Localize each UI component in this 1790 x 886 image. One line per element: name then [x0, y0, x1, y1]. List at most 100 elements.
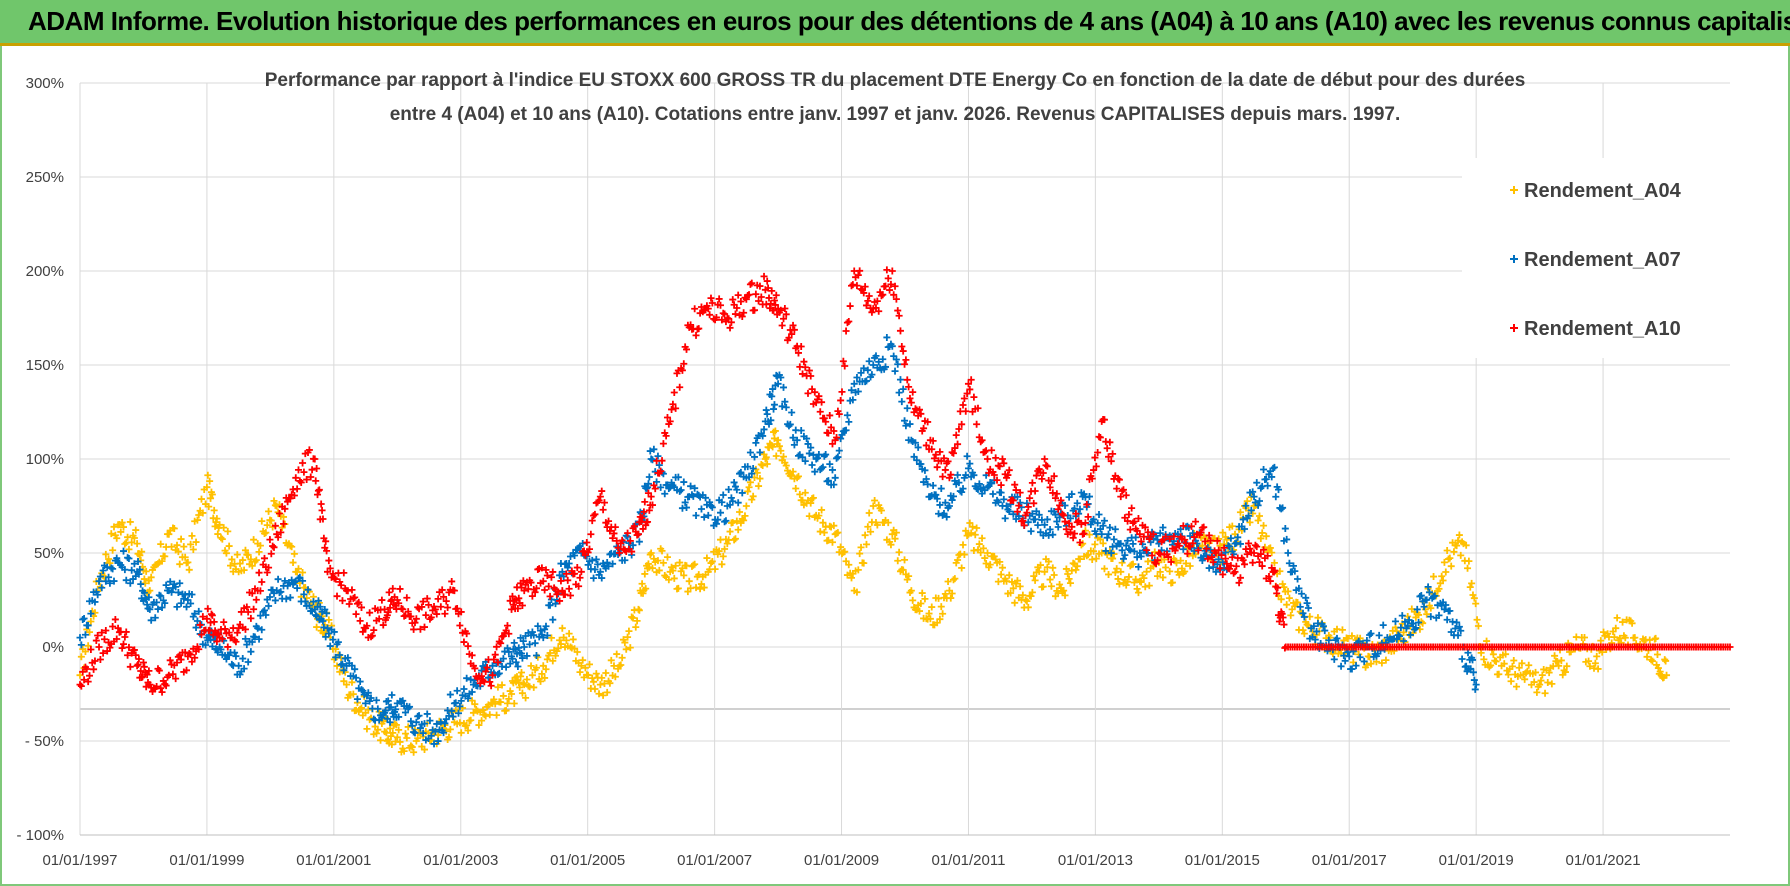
data-point	[708, 299, 716, 307]
data-point	[1068, 523, 1076, 531]
data-point	[837, 396, 845, 404]
data-point	[562, 570, 570, 578]
data-point	[457, 608, 465, 616]
data-point	[1179, 522, 1187, 530]
data-point	[721, 518, 729, 526]
data-point	[644, 518, 652, 526]
data-point	[1009, 510, 1017, 518]
data-point	[173, 659, 181, 667]
data-point	[680, 478, 688, 486]
data-point	[493, 660, 501, 668]
data-point	[1561, 668, 1569, 676]
data-point	[460, 685, 468, 693]
data-point	[456, 621, 464, 629]
data-point	[165, 671, 173, 679]
data-point	[393, 733, 401, 741]
data-point	[534, 622, 542, 630]
data-point	[782, 310, 790, 318]
data-point	[929, 482, 937, 490]
data-point	[109, 565, 117, 573]
data-point	[357, 686, 365, 694]
data-point	[1236, 574, 1244, 582]
data-point	[1043, 515, 1051, 523]
data-point	[920, 424, 928, 432]
data-point	[649, 501, 657, 509]
data-point	[815, 451, 823, 459]
data-point	[387, 703, 395, 711]
data-point	[430, 740, 438, 748]
data-point	[1145, 582, 1153, 590]
series-Rendement_A10	[76, 266, 1734, 696]
data-point	[1007, 589, 1015, 597]
data-point	[659, 559, 667, 567]
data-point	[1182, 559, 1190, 567]
data-point	[99, 567, 107, 575]
data-point	[1076, 555, 1084, 563]
data-point	[621, 556, 629, 564]
data-point	[695, 325, 703, 333]
data-point	[463, 674, 471, 682]
data-point	[657, 467, 665, 475]
data-point	[811, 388, 819, 396]
data-point	[950, 449, 958, 457]
data-point	[145, 667, 153, 675]
data-point	[1189, 529, 1197, 537]
data-point	[1118, 546, 1126, 554]
data-point	[505, 648, 513, 656]
data-point	[1167, 558, 1175, 566]
data-point	[441, 610, 449, 618]
data-point	[1011, 599, 1019, 607]
data-point	[958, 488, 966, 496]
data-point	[241, 635, 249, 643]
data-point	[1455, 623, 1463, 631]
data-point	[1177, 557, 1185, 565]
data-point	[1076, 538, 1084, 546]
data-point	[594, 560, 602, 568]
data-point	[213, 515, 221, 523]
data-point	[722, 517, 730, 525]
data-point	[1255, 558, 1263, 566]
data-point	[882, 363, 890, 371]
data-point	[721, 310, 729, 318]
data-point	[772, 452, 780, 460]
data-point	[1492, 657, 1500, 665]
data-point	[1030, 572, 1038, 580]
data-point	[726, 501, 734, 509]
data-point	[1483, 637, 1491, 645]
data-point	[203, 615, 211, 623]
data-point	[263, 521, 271, 529]
data-point	[531, 588, 539, 596]
data-point	[519, 577, 527, 585]
data-point	[185, 566, 193, 574]
data-point	[868, 371, 876, 379]
data-point	[1092, 555, 1100, 563]
data-point	[378, 596, 386, 604]
data-point	[605, 517, 613, 525]
data-point	[641, 498, 649, 506]
data-point	[449, 713, 457, 721]
data-point	[232, 638, 240, 646]
data-point	[1246, 545, 1254, 553]
data-point	[109, 622, 117, 630]
data-point	[1084, 551, 1092, 559]
data-point	[538, 670, 546, 678]
data-point	[205, 503, 213, 511]
data-point	[704, 511, 712, 519]
data-point	[414, 734, 422, 742]
data-point	[1094, 449, 1102, 457]
data-point	[884, 519, 892, 527]
data-point	[719, 491, 727, 499]
data-point	[1391, 617, 1399, 625]
data-point	[818, 506, 826, 514]
data-point	[400, 747, 408, 755]
data-point	[650, 445, 658, 453]
data-point	[336, 651, 344, 659]
data-point	[1031, 487, 1039, 495]
data-point	[158, 557, 166, 565]
data-point	[130, 646, 138, 654]
data-point	[789, 468, 797, 476]
data-point	[896, 376, 904, 384]
chart-title-line1: Performance par rapport à l'indice EU ST…	[264, 70, 1526, 91]
data-point	[401, 709, 409, 717]
data-point	[359, 687, 367, 695]
